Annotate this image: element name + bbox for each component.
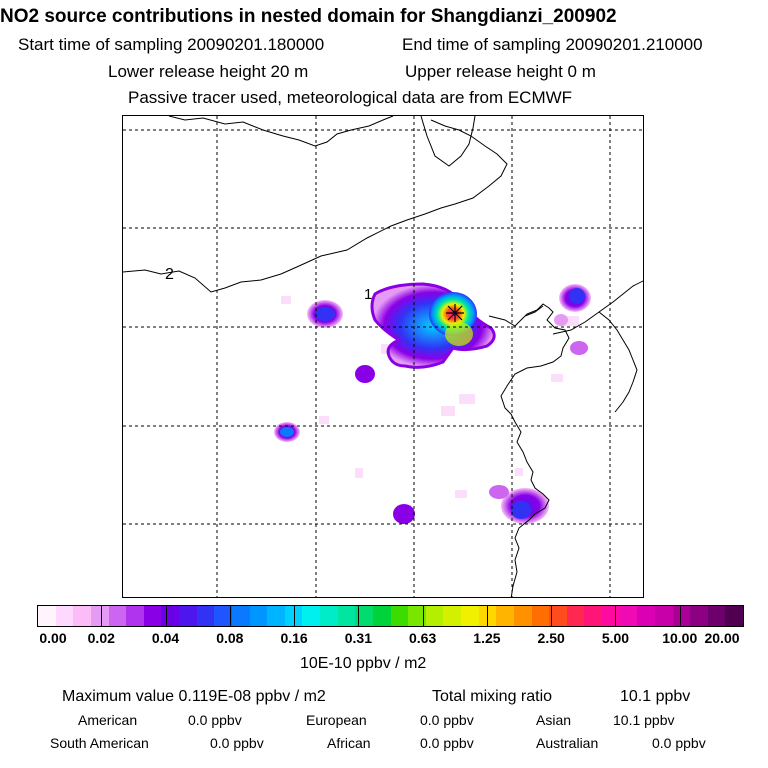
source-american-label: American (78, 712, 138, 728)
colorbar-swatch (267, 606, 285, 626)
receptor-star-icon (446, 304, 464, 322)
colorbar-swatch (161, 606, 179, 626)
colorbar-swatch (55, 606, 74, 626)
colorbar-tick-label: 0.08 (216, 630, 244, 646)
colorbar-separator (615, 605, 617, 627)
colorbar-swatch (408, 606, 426, 626)
source-european-label: European (306, 712, 367, 728)
colorbar-swatch (690, 606, 708, 626)
graticule (123, 116, 643, 597)
colorbar-swatch (179, 606, 197, 626)
colorbar-tick-label: 10.00 (662, 630, 698, 646)
colorbar-separator (358, 605, 360, 627)
source-african-label: African (327, 735, 371, 751)
map-panel: 2 1 (122, 115, 644, 598)
colorbar-tick-label: 1.25 (473, 630, 501, 646)
colorbar-separator (486, 605, 488, 627)
colorbar-tick-label: 0.16 (280, 630, 308, 646)
colorbar-swatch (496, 606, 514, 626)
colorbar-swatch (672, 606, 691, 626)
colorbar-swatch (443, 606, 461, 626)
colorbar-swatch (73, 606, 91, 626)
colorbar-swatch (38, 606, 56, 626)
colorbar-tick-label: 0.31 (344, 630, 372, 646)
source-african-value: 0.0 ppbv (420, 735, 474, 751)
colorbar-separator (422, 605, 424, 627)
colorbar-swatch (249, 606, 268, 626)
colorbar-swatch (566, 606, 585, 626)
colorbar-swatch (461, 606, 479, 626)
start-time: Start time of sampling 20090201.180000 (18, 35, 325, 54)
colorbar-swatch (372, 606, 391, 626)
coastlines-borders (123, 116, 643, 597)
colorbar-swatch (231, 606, 250, 626)
colorbar-swatch (126, 606, 144, 626)
figure-title: NO2 source contributions in nested domai… (0, 6, 617, 27)
colorbar-units: 10E-10 ppbv / m2 (300, 655, 427, 672)
colorbar-swatch (602, 606, 620, 626)
colorbar-separator (101, 605, 103, 627)
tracer-note: Passive tracer used, meteorological data… (128, 88, 573, 107)
source-european-value: 0.0 ppbv (420, 712, 474, 728)
colorbar-swatch (654, 606, 673, 626)
colorbar-tick-label: 0.02 (87, 630, 115, 646)
colorbar-swatch (90, 606, 109, 626)
colorbar-swatch (513, 606, 532, 626)
colorbar-swatch (143, 606, 162, 626)
colorbar-swatch (355, 606, 373, 626)
region-label-1: 1 (364, 286, 372, 303)
colorbar-swatch (549, 606, 567, 626)
source-asian-label: Asian (536, 712, 572, 728)
colorbar-tick-label: 0.63 (409, 630, 437, 646)
colorbar-tick-label: 5.00 (601, 630, 630, 646)
end-time: End time of sampling 20090201.210000 (402, 35, 703, 54)
colorbar-swatch (302, 606, 320, 626)
colorbar-swatch (637, 606, 655, 626)
source-south-american-label: South American (50, 735, 149, 751)
colorbar-swatch (531, 606, 550, 626)
colorbar-separator (165, 605, 167, 627)
colorbar-swatch (725, 606, 743, 626)
source-australian-value: 0.0 ppbv (652, 735, 706, 751)
concentration-field (274, 282, 591, 524)
colorbar-separator (229, 605, 231, 627)
colorbar (37, 605, 744, 627)
region-label-2: 2 (165, 266, 174, 283)
colorbar-swatch (425, 606, 444, 626)
colorbar-separator (679, 605, 681, 627)
lower-release-height: Lower release height 20 m (108, 62, 309, 81)
max-value: Maximum value 0.119E-08 ppbv / m2 (62, 688, 326, 705)
colorbar-swatch (108, 606, 127, 626)
source-australian-label: Australian (536, 735, 599, 751)
colorbar-swatch (584, 606, 602, 626)
map-canvas: 2 1 (123, 116, 643, 597)
colorbar-swatch (619, 606, 638, 626)
colorbar-swatch (707, 606, 726, 626)
total-mixing-ratio-value: 10.1 ppbv (620, 688, 691, 705)
colorbar-tick-label: 0.00 (39, 630, 67, 646)
colorbar-tick-label: 2.50 (537, 630, 565, 646)
colorbar-swatch (337, 606, 356, 626)
colorbar-swatch (196, 606, 215, 626)
source-asian-value: 10.1 ppbv (613, 712, 675, 728)
upper-release-height: Upper release height 0 m (405, 62, 596, 81)
colorbar-separator (551, 605, 553, 627)
source-south-american-value: 0.0 ppbv (210, 735, 264, 751)
source-american-value: 0.0 ppbv (188, 712, 242, 728)
colorbar-swatch (284, 606, 303, 626)
colorbar-tick-label: 20.00 (704, 630, 740, 646)
colorbar-swatch (390, 606, 409, 626)
colorbar-swatch (214, 606, 232, 626)
colorbar-separator (294, 605, 296, 627)
total-mixing-ratio-label: Total mixing ratio (432, 688, 553, 705)
colorbar-tick-label: 0.04 (151, 630, 180, 646)
colorbar-swatch (320, 606, 338, 626)
